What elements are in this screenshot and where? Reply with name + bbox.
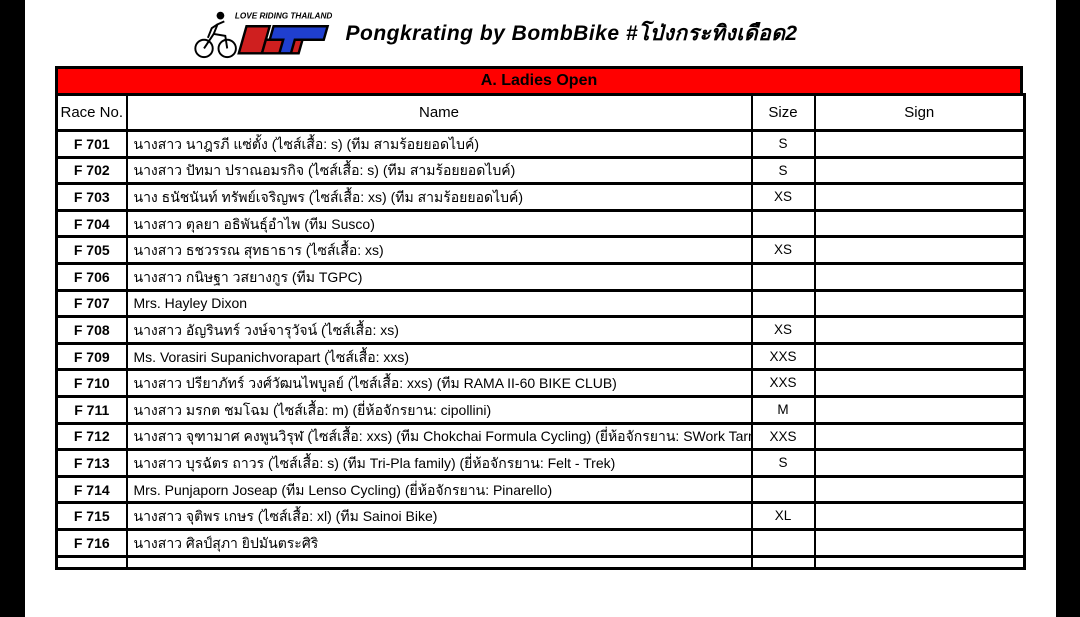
race-no-cell: F 705 xyxy=(55,235,128,265)
logo-banner-text: LOVE RIDING THAILAND xyxy=(235,12,332,21)
table-row: F 704 นางสาว ตุลยา อธิพันธุ์อำไพ (ทีม Su… xyxy=(55,208,1026,239)
race-no-cell: F 711 xyxy=(55,394,128,425)
sign-cell xyxy=(813,129,1026,159)
size-cell: XS xyxy=(750,235,816,265)
name-cell: นางสาว นาฎรภี แซ่ตั้ง (ไซส์เสื้อ: s) (ที… xyxy=(125,129,753,159)
sign-cell xyxy=(813,235,1026,265)
page-title: Pongkrating by BombBike #โป่งกระทิงเดือด… xyxy=(345,21,798,45)
table-row: F 713 นางสาว บุรฉัตร ถาวร (ไซส์เสื้อ: s)… xyxy=(55,448,1026,478)
entry-table: Race No. Name Size Sign F 701 นางสาว นาฎ… xyxy=(55,93,1026,570)
size-cell: XL xyxy=(750,501,816,531)
sign-cell xyxy=(813,341,1026,372)
table-row: F 711 นางสาว มรกต ชมโฉม (ไซส์เสื้อ: m) (… xyxy=(55,394,1026,425)
name-cell: นางสาว ปรียาภัทร์ วงศ์วัฒนไพบูลย์ (ไซส์เ… xyxy=(125,368,753,398)
name-cell: Ms. Vorasiri Supanichvorapart (ไซส์เสื้อ… xyxy=(125,341,753,372)
race-no-cell: F 702 xyxy=(55,155,128,186)
name-cell: Mrs. Hayley Dixon xyxy=(125,288,753,319)
sign-cell xyxy=(813,448,1026,478)
race-no-cell: F 703 xyxy=(55,182,128,212)
name-cell: นางสาว มรกต ชมโฉม (ไซส์เสื้อ: m) (ยี่ห้อ… xyxy=(125,394,753,425)
col-header-sign: Sign xyxy=(813,93,1026,132)
race-no-cell xyxy=(55,554,128,570)
size-cell: XS xyxy=(750,315,816,345)
name-cell: นางสาว ศิลป์สุภา ยิปมันตระศิริ xyxy=(125,527,753,558)
size-cell xyxy=(750,527,816,558)
size-cell: XXS xyxy=(750,421,816,452)
document-page: LOVE RIDING THAILAND Pongkrating by Bomb… xyxy=(25,0,1056,617)
name-cell: นางสาว จุติพร เกษร (ไซส์เสื้อ: xl) (ทีม … xyxy=(125,501,753,531)
size-cell: XXS xyxy=(750,341,816,372)
size-cell xyxy=(750,208,816,239)
table-row: F 708 นางสาว อัญรินทร์ วงษ์จารุวัจน์ (ไซ… xyxy=(55,315,1026,345)
size-cell: S xyxy=(750,155,816,186)
name-cell: นางสาว บุรฉัตร ถาวร (ไซส์เสื้อ: s) (ทีม … xyxy=(125,448,753,478)
sign-cell xyxy=(813,182,1026,212)
table-row: F 714 Mrs. Punjaporn Joseap (ทีม Lenso C… xyxy=(55,474,1026,505)
size-cell: M xyxy=(750,394,816,425)
name-cell: นางสาว อัญรินทร์ วงษ์จารุวัจน์ (ไซส์เสื้… xyxy=(125,315,753,345)
table-row: F 706 นางสาว กนิษฐา วสยางกูร (ทีม TGPC) xyxy=(55,261,1026,292)
size-cell: S xyxy=(750,129,816,159)
race-no-cell: F 713 xyxy=(55,448,128,478)
name-cell: Mrs. Punjaporn Joseap (ทีม Lenso Cycling… xyxy=(125,474,753,505)
race-no-cell: F 709 xyxy=(55,341,128,372)
table-row: F 705 นางสาว ธชวรรณ สุทธาธาร (ไซส์เสื้อ:… xyxy=(55,235,1026,265)
sign-cell xyxy=(813,261,1026,292)
entry-table-wrap: A. Ladies Open Race No. Name Size Sign F… xyxy=(55,66,1026,570)
name-cell: นางสาว จุฑามาศ คงพูนวิรุฬ (ไซส์เสื้อ: xx… xyxy=(125,421,753,452)
race-no-cell: F 704 xyxy=(55,208,128,239)
sign-cell xyxy=(813,155,1026,186)
table-row: F 707 Mrs. Hayley Dixon xyxy=(55,288,1026,319)
sign-cell xyxy=(813,501,1026,531)
table-row: F 703 นาง ธนัชนันท์ ทรัพย์เจริญพร (ไซส์เ… xyxy=(55,182,1026,212)
size-cell xyxy=(750,288,816,319)
name-cell: นางสาว กนิษฐา วสยางกูร (ทีม TGPC) xyxy=(125,261,753,292)
race-no-cell: F 716 xyxy=(55,527,128,558)
size-cell: XS xyxy=(750,182,816,212)
table-row: F 716 นางสาว ศิลป์สุภา ยิปมันตระศิริ xyxy=(55,527,1026,558)
sign-cell xyxy=(813,394,1026,425)
table-row: F 710 นางสาว ปรียาภัทร์ วงศ์วัฒนไพบูลย์ … xyxy=(55,368,1026,398)
col-header-name: Name xyxy=(125,93,753,132)
sign-cell xyxy=(813,208,1026,239)
table-row: F 701 นางสาว นาฎรภี แซ่ตั้ง (ไซส์เสื้อ: … xyxy=(55,129,1026,159)
race-no-cell: F 707 xyxy=(55,288,128,319)
sign-cell xyxy=(813,288,1026,319)
size-cell: S xyxy=(750,448,816,478)
race-no-cell: F 712 xyxy=(55,421,128,452)
category-band: A. Ladies Open xyxy=(55,66,1023,96)
name-cell: นาง ธนัชนันท์ ทรัพย์เจริญพร (ไซส์เสื้อ: … xyxy=(125,182,753,212)
name-cell: นางสาว ธชวรรณ สุทธาธาร (ไซส์เสื้อ: xs) xyxy=(125,235,753,265)
table-row: F 709 Ms. Vorasiri Supanichvorapart (ไซส… xyxy=(55,341,1026,372)
race-no-cell: F 715 xyxy=(55,501,128,531)
table-row: F 712 นางสาว จุฑามาศ คงพูนวิรุฬ (ไซส์เสื… xyxy=(55,421,1026,452)
size-cell xyxy=(750,554,816,570)
size-cell xyxy=(750,261,816,292)
name-cell: นางสาว ตุลยา อธิพันธุ์อำไพ (ทีม Susco) xyxy=(125,208,753,239)
race-no-cell: F 710 xyxy=(55,368,128,398)
race-no-cell: F 714 xyxy=(55,474,128,505)
col-header-race-no: Race No. xyxy=(55,93,128,132)
sign-cell xyxy=(813,554,1026,570)
name-cell: นางสาว ปัทมา ปราณอมรกิจ (ไซส์เสื้อ: s) (… xyxy=(125,155,753,186)
sign-cell xyxy=(813,474,1026,505)
sign-cell xyxy=(813,421,1026,452)
name-cell xyxy=(125,554,753,570)
table-row: F 702 นางสาว ปัทมา ปราณอมรกิจ (ไซส์เสื้อ… xyxy=(55,155,1026,186)
col-header-size: Size xyxy=(750,93,816,132)
race-no-cell: F 708 xyxy=(55,315,128,345)
table-body: F 701 นางสาว นาฎรภี แซ่ตั้ง (ไซส์เสื้อ: … xyxy=(55,129,1026,570)
love-riding-thailand-logo: LOVE RIDING THAILAND xyxy=(194,12,333,59)
table-row-partial xyxy=(55,554,1026,570)
size-cell xyxy=(750,474,816,505)
sign-cell xyxy=(813,368,1026,398)
race-no-cell: F 706 xyxy=(55,261,128,292)
header-row: Race No. Name Size Sign xyxy=(55,93,1026,132)
size-cell: XXS xyxy=(750,368,816,398)
table-row: F 715 นางสาว จุติพร เกษร (ไซส์เสื้อ: xl)… xyxy=(55,501,1026,531)
sign-cell xyxy=(813,527,1026,558)
race-no-cell: F 701 xyxy=(55,129,128,159)
sign-cell xyxy=(813,315,1026,345)
masthead: LOVE RIDING THAILAND Pongkrating by Bomb… xyxy=(25,5,1008,61)
